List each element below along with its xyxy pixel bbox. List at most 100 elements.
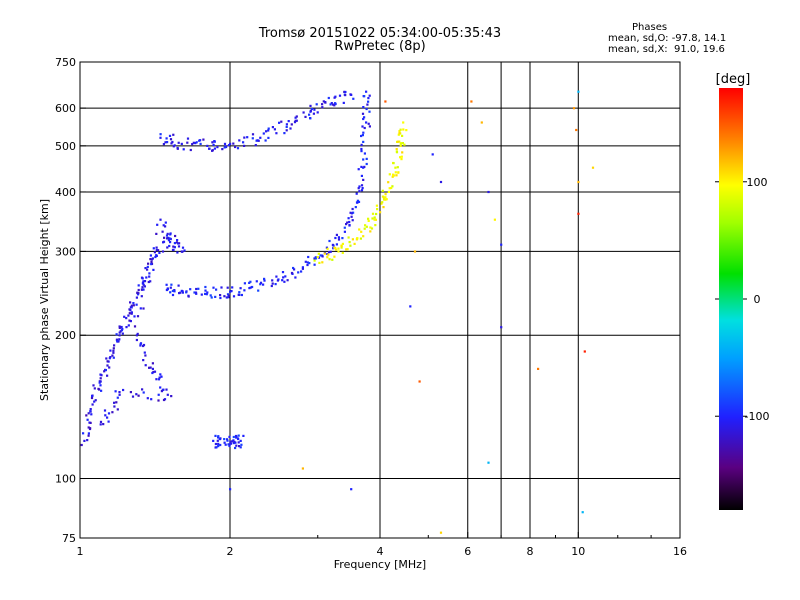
- data-point: [265, 130, 268, 133]
- data-point: [379, 211, 382, 214]
- data-point: [148, 275, 151, 278]
- data-point: [487, 461, 490, 464]
- data-point: [313, 108, 316, 111]
- data-point: [112, 347, 115, 350]
- data-point: [112, 351, 115, 354]
- data-point: [135, 303, 138, 306]
- data-point: [232, 142, 235, 145]
- data-point: [143, 280, 147, 283]
- data-point: [309, 117, 312, 120]
- data-point: [180, 289, 183, 292]
- data-point: [105, 357, 108, 360]
- data-point: [217, 435, 220, 438]
- data-point: [107, 412, 111, 415]
- data-point: [173, 242, 176, 245]
- data-point: [285, 129, 288, 132]
- data-point: [161, 250, 165, 253]
- data-point: [294, 116, 297, 119]
- data-point: [179, 291, 182, 294]
- data-point: [231, 286, 234, 289]
- data-point: [295, 115, 298, 118]
- data-point: [409, 305, 412, 308]
- data-point: [270, 284, 273, 288]
- y-tick-label: 500: [55, 140, 76, 153]
- data-point: [263, 277, 266, 280]
- data-point: [347, 236, 350, 239]
- data-point: [356, 201, 359, 204]
- data-point: [111, 354, 114, 357]
- data-point: [92, 384, 95, 387]
- data-point: [213, 147, 216, 150]
- data-point: [159, 133, 162, 136]
- data-point: [351, 207, 354, 211]
- data-point: [326, 256, 329, 259]
- data-point: [141, 286, 144, 289]
- data-point: [310, 107, 313, 111]
- data-point: [229, 488, 232, 491]
- data-point: [394, 166, 397, 169]
- data-point: [358, 190, 361, 193]
- data-point: [172, 245, 175, 248]
- data-point: [227, 294, 230, 297]
- data-point: [155, 246, 158, 249]
- data-point: [106, 416, 109, 419]
- data-point: [155, 378, 158, 381]
- x-axis: 1 2 4 6 8 10 16: [77, 532, 687, 558]
- data-point: [169, 237, 172, 240]
- data-point: [155, 248, 158, 252]
- data-point: [98, 381, 101, 384]
- data-point: [577, 90, 580, 93]
- data-point: [351, 238, 354, 241]
- data-point: [352, 211, 355, 214]
- data-point: [173, 290, 176, 293]
- data-point: [171, 289, 174, 292]
- data-point: [131, 395, 135, 398]
- data-point: [243, 282, 246, 285]
- data-point: [90, 396, 94, 400]
- data-point: [137, 284, 140, 287]
- data-point: [337, 238, 341, 241]
- data-point: [99, 423, 102, 426]
- data-point: [236, 437, 240, 440]
- data-point: [103, 409, 107, 412]
- data-point: [113, 401, 116, 404]
- x-axis-label: Frequency [MHz]: [334, 558, 426, 571]
- data-point: [195, 292, 198, 295]
- data-point: [125, 317, 128, 320]
- data-point: [362, 158, 365, 161]
- data-point: [362, 235, 365, 238]
- data-point: [360, 147, 363, 151]
- data-point: [121, 332, 124, 335]
- data-point: [152, 268, 155, 271]
- data-point: [171, 293, 175, 297]
- data-point: [346, 221, 349, 224]
- data-point: [164, 225, 167, 228]
- data-point: [340, 246, 343, 249]
- data-point: [215, 446, 218, 449]
- data-point: [165, 234, 169, 237]
- y-tick-label: 750: [55, 56, 76, 69]
- data-point: [308, 113, 311, 116]
- data-point: [165, 137, 168, 140]
- data-point: [350, 212, 353, 215]
- data-point: [243, 136, 246, 139]
- data-point: [140, 295, 143, 298]
- data-point: [106, 374, 109, 377]
- grid-lines: [80, 62, 680, 538]
- data-point: [151, 362, 154, 365]
- data-point: [186, 141, 189, 144]
- data-point: [194, 142, 197, 145]
- chart-subtitle: RwPretec (8p): [334, 39, 426, 54]
- data-point: [321, 106, 324, 109]
- data-point: [277, 278, 280, 281]
- data-point: [144, 354, 147, 357]
- data-point: [170, 395, 173, 398]
- data-point: [90, 413, 93, 416]
- data-point: [85, 414, 88, 417]
- data-point: [164, 221, 167, 224]
- data-point: [89, 410, 92, 413]
- data-point: [281, 279, 284, 282]
- data-point: [391, 175, 394, 178]
- data-point: [360, 184, 364, 187]
- data-point: [99, 380, 102, 383]
